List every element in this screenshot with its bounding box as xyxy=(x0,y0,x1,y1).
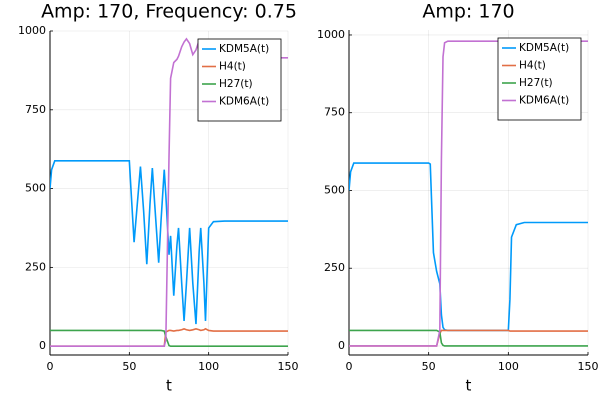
x-axis-label: t xyxy=(466,377,472,395)
legend-label: H27(t) xyxy=(219,78,253,90)
chart-title: Amp: 170 xyxy=(422,1,514,23)
y-tick-label: 500 xyxy=(324,183,345,196)
legend-label: H4(t) xyxy=(519,60,546,72)
y-tick-label: 250 xyxy=(25,260,46,273)
series-line xyxy=(349,162,588,332)
series-line xyxy=(50,329,288,347)
legend-label: KDM5A(t) xyxy=(519,42,569,54)
x-tick-label: 0 xyxy=(47,360,54,373)
x-tick-label: 150 xyxy=(278,360,299,373)
x-tick-label: 50 xyxy=(422,360,436,373)
chart-title: Amp: 170, Frequency: 0.75 xyxy=(41,1,297,23)
y-tick-label: 1000 xyxy=(18,24,46,37)
legend-label: KDM6A(t) xyxy=(519,95,569,107)
x-tick-label: 50 xyxy=(122,360,136,373)
legend-label: H4(t) xyxy=(219,61,246,73)
y-tick-label: 250 xyxy=(324,261,345,274)
y-tick-label: 750 xyxy=(324,106,345,119)
legend-label: KDM6A(t) xyxy=(219,96,269,108)
series-line xyxy=(50,160,288,325)
x-tick-label: 150 xyxy=(578,360,599,373)
x-tick-label: 100 xyxy=(198,360,219,373)
legend-label: KDM5A(t) xyxy=(219,43,269,55)
series-line xyxy=(349,329,588,347)
x-tick-label: 100 xyxy=(498,360,519,373)
x-axis-label: t xyxy=(166,377,172,395)
legend-box xyxy=(497,37,582,121)
y-tick-label: 0 xyxy=(39,339,46,352)
y-tick-label: 1000 xyxy=(317,28,345,41)
legend-label: H27(t) xyxy=(519,77,553,89)
series-line xyxy=(349,329,588,347)
x-tick-label: 0 xyxy=(346,360,353,373)
y-tick-label: 0 xyxy=(338,339,345,352)
y-tick-label: 500 xyxy=(25,182,46,195)
legend-box xyxy=(197,38,282,122)
y-tick-label: 750 xyxy=(25,103,46,116)
